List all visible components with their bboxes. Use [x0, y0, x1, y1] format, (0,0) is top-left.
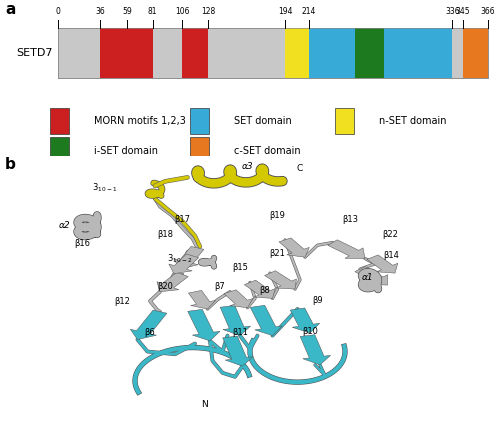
Text: 106: 106 [175, 7, 190, 16]
Text: β15: β15 [232, 263, 248, 272]
FancyBboxPatch shape [354, 28, 384, 78]
Text: SETD7: SETD7 [16, 48, 52, 58]
Text: 214: 214 [302, 7, 316, 16]
FancyBboxPatch shape [463, 28, 487, 78]
Text: β19: β19 [270, 211, 285, 220]
Text: c-SET domain: c-SET domain [234, 146, 300, 156]
Polygon shape [174, 246, 204, 269]
Text: β22: β22 [382, 230, 398, 239]
Text: 36: 36 [95, 7, 104, 16]
Text: $3_{10-2}$: $3_{10-2}$ [168, 252, 192, 265]
Polygon shape [224, 290, 253, 308]
Polygon shape [188, 290, 216, 309]
Text: 81: 81 [148, 7, 158, 16]
Text: b: b [5, 157, 16, 173]
Text: β16: β16 [74, 239, 90, 249]
Text: n-SET domain: n-SET domain [379, 116, 446, 126]
Polygon shape [290, 308, 320, 333]
FancyBboxPatch shape [190, 108, 209, 134]
Text: β18: β18 [157, 230, 173, 239]
Text: β6: β6 [144, 328, 156, 338]
Polygon shape [244, 280, 276, 298]
Text: a: a [5, 2, 15, 16]
Text: β12: β12 [114, 297, 130, 306]
Polygon shape [188, 309, 220, 341]
Text: β7: β7 [214, 282, 226, 292]
Text: 0: 0 [55, 7, 60, 16]
Text: β20: β20 [157, 282, 173, 291]
Text: $3_{10-1}$: $3_{10-1}$ [92, 182, 118, 194]
Text: 345: 345 [456, 7, 470, 16]
Polygon shape [220, 306, 250, 335]
Text: 128: 128 [201, 7, 215, 16]
Text: 336: 336 [445, 7, 460, 16]
Text: N: N [202, 400, 208, 409]
FancyBboxPatch shape [335, 108, 354, 134]
Text: SET domain: SET domain [234, 116, 292, 126]
Text: β17: β17 [174, 216, 190, 225]
FancyBboxPatch shape [384, 28, 452, 78]
Polygon shape [169, 254, 198, 273]
Text: α3: α3 [242, 162, 254, 171]
FancyBboxPatch shape [50, 138, 69, 164]
Text: β9: β9 [312, 296, 323, 305]
Text: 194: 194 [278, 7, 292, 16]
FancyBboxPatch shape [286, 28, 309, 78]
Polygon shape [355, 267, 388, 285]
FancyBboxPatch shape [58, 28, 488, 78]
Polygon shape [264, 271, 296, 289]
Text: i-SET domain: i-SET domain [94, 146, 158, 156]
Polygon shape [157, 272, 188, 292]
Text: β14: β14 [383, 251, 399, 260]
FancyBboxPatch shape [190, 138, 209, 164]
Polygon shape [222, 336, 253, 366]
Polygon shape [367, 255, 398, 273]
Text: β21: β21 [270, 249, 285, 258]
Text: β10: β10 [302, 327, 318, 335]
Polygon shape [250, 305, 282, 335]
Polygon shape [328, 240, 365, 259]
Text: 59: 59 [122, 7, 132, 16]
Text: β11: β11 [232, 328, 248, 338]
Text: α1: α1 [362, 273, 374, 281]
FancyBboxPatch shape [50, 108, 69, 134]
FancyBboxPatch shape [182, 28, 208, 78]
Text: β8: β8 [260, 286, 270, 295]
Text: C: C [297, 164, 303, 173]
FancyBboxPatch shape [309, 28, 354, 78]
Polygon shape [279, 238, 310, 257]
Polygon shape [130, 310, 167, 340]
Polygon shape [300, 335, 330, 365]
Text: 366: 366 [480, 7, 495, 16]
Text: MORN motifs 1,2,3: MORN motifs 1,2,3 [94, 116, 186, 126]
Text: α2: α2 [59, 221, 71, 230]
FancyBboxPatch shape [100, 28, 152, 78]
Text: β13: β13 [342, 216, 358, 225]
